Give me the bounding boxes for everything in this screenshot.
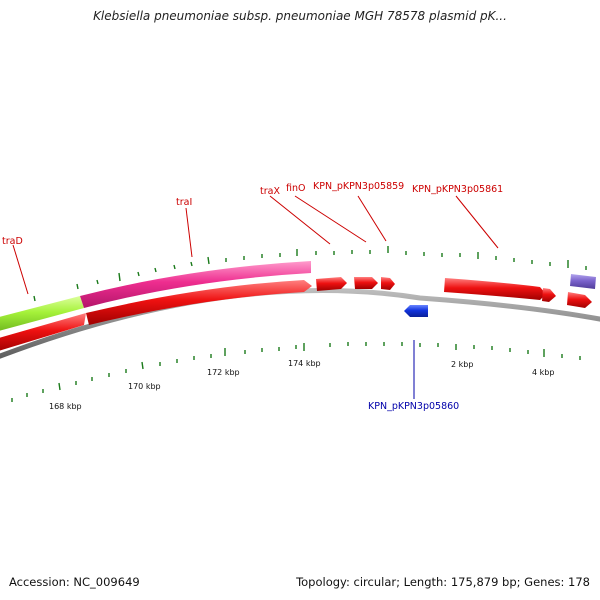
gene-label-KPN_pKPN3p05859: KPN_pKPN3p05859 xyxy=(313,181,404,192)
tick-label-170kbp: 170 kbp xyxy=(128,382,161,391)
gene-arrow-forward xyxy=(567,292,592,308)
gene-arrow-forward xyxy=(86,280,312,325)
gene-arrow-forward xyxy=(444,278,546,300)
topology-summary: Topology: circular; Length: 175,879 bp; … xyxy=(296,575,590,589)
gene-label-traD: traD xyxy=(2,236,23,247)
tick-label-172kbp: 172 kbp xyxy=(207,368,240,377)
feature-bar-magenta xyxy=(80,261,311,308)
gene-label-finO: finO xyxy=(286,183,305,194)
accession-text: Accession: NC_009649 xyxy=(9,575,140,589)
feature-bar-green xyxy=(0,296,84,331)
gene-label-traX: traX xyxy=(260,186,280,197)
outer-tick-marks xyxy=(33,246,587,302)
inner-tick-marks xyxy=(11,342,581,402)
map-title: Klebsiella pneumoniae subsp. pneumoniae … xyxy=(93,9,507,23)
feature-bar-purple xyxy=(570,274,596,289)
tick-label-2kbp: 2 kbp xyxy=(451,360,473,369)
gene-label-KPN_pKPN3p05861: KPN_pKPN3p05861 xyxy=(412,184,503,195)
gene-arrow-forward xyxy=(542,288,556,302)
tick-label-168kbp: 168 kbp xyxy=(49,402,82,411)
gene-label-traI: traI xyxy=(176,197,192,208)
gene-arrow-forward xyxy=(0,313,86,351)
gene-label-leaders xyxy=(12,195,499,399)
gene-arrow-forward xyxy=(381,277,395,290)
tick-label-174kbp: 174 kbp xyxy=(288,359,321,368)
gene-label-KPN_pKPN3p05860: KPN_pKPN3p05860 xyxy=(368,401,459,412)
plasmid-backbone xyxy=(0,288,600,359)
tick-label-4kbp: 4 kbp xyxy=(532,368,554,377)
gene-arrow-forward xyxy=(316,277,347,291)
gene-arrow-reverse xyxy=(404,305,428,317)
gene-arrow-forward xyxy=(354,277,378,289)
